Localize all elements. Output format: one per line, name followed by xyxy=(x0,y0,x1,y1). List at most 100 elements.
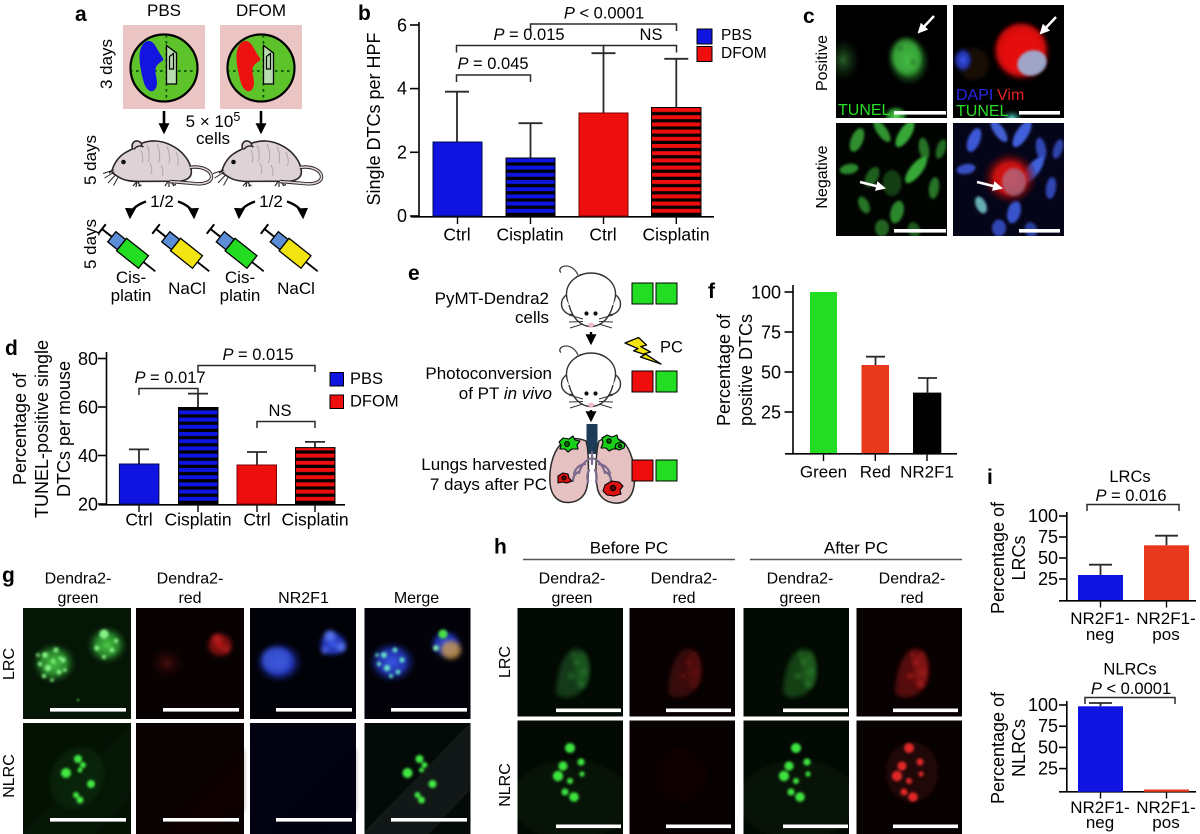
svg-text:neg: neg xyxy=(1086,625,1114,644)
svg-text:green: green xyxy=(780,590,821,607)
svg-text:NLRCs: NLRCs xyxy=(1103,661,1156,679)
svg-text:NR2F1-: NR2F1- xyxy=(1070,798,1130,817)
svg-text:75: 75 xyxy=(1038,716,1058,736)
svg-text:g: g xyxy=(2,564,15,587)
svg-text:2: 2 xyxy=(397,142,407,162)
svg-text:25: 25 xyxy=(1038,569,1058,589)
svg-text:20: 20 xyxy=(78,495,98,515)
svg-text:NaCl: NaCl xyxy=(168,279,206,298)
svg-text:NR2F1-: NR2F1- xyxy=(1136,798,1196,817)
svg-text:DTCs per mouse: DTCs per mouse xyxy=(54,361,74,497)
svg-text:Red: Red xyxy=(860,463,891,482)
svg-text:PC: PC xyxy=(660,339,683,357)
svg-text:Positive: Positive xyxy=(814,35,831,91)
svg-text:Green: Green xyxy=(800,463,847,482)
svg-text:LRCs: LRCs xyxy=(1009,535,1029,580)
svg-text:25: 25 xyxy=(1038,759,1058,779)
svg-text:NS: NS xyxy=(640,26,663,44)
svg-text:Percentage of: Percentage of xyxy=(10,372,30,485)
svg-text:DFOM: DFOM xyxy=(350,393,399,411)
svg-text:TUNEL-positive single: TUNEL-positive single xyxy=(32,340,52,518)
svg-text:h: h xyxy=(494,536,507,559)
svg-text:Cisplatin: Cisplatin xyxy=(496,225,563,245)
svg-text:f: f xyxy=(708,280,716,303)
svg-text:Ctrl: Ctrl xyxy=(443,225,470,245)
svg-text:green: green xyxy=(58,590,99,607)
svg-text:50: 50 xyxy=(761,363,781,383)
svg-text:100: 100 xyxy=(751,283,781,303)
svg-text:5 days: 5 days xyxy=(81,219,100,269)
svg-text:Cis-: Cis- xyxy=(116,268,146,287)
svg-text:4: 4 xyxy=(397,79,407,99)
svg-text:LRC: LRC xyxy=(1,648,18,680)
svg-text:a: a xyxy=(75,3,87,26)
svg-text:Dendra2-: Dendra2- xyxy=(651,571,718,588)
svg-text:red: red xyxy=(178,590,201,607)
svg-text:platin: platin xyxy=(220,286,261,305)
svg-text:Percentage of: Percentage of xyxy=(988,501,1008,614)
svg-text:NR2F1: NR2F1 xyxy=(278,590,329,607)
svg-text:Cisplatin: Cisplatin xyxy=(164,510,231,530)
svg-text:PyMT-Dendra2: PyMT-Dendra2 xyxy=(435,289,549,308)
svg-text:75: 75 xyxy=(761,323,781,343)
svg-text:P < 0.0001: P < 0.0001 xyxy=(564,5,644,23)
svg-text:TUNEL: TUNEL xyxy=(838,102,891,119)
svg-text:NR2F1: NR2F1 xyxy=(900,463,954,482)
svg-text:Before PC: Before PC xyxy=(590,539,668,558)
svg-text:pos: pos xyxy=(1152,813,1179,832)
svg-text:neg: neg xyxy=(1086,813,1114,832)
svg-text:red: red xyxy=(900,590,923,607)
svg-text:red: red xyxy=(672,590,695,607)
svg-text:P = 0.045: P = 0.045 xyxy=(457,55,528,73)
svg-text:1/2: 1/2 xyxy=(150,192,174,211)
svg-text:Dendra2-: Dendra2- xyxy=(157,571,224,588)
svg-text:Ctrl: Ctrl xyxy=(125,510,152,530)
svg-text:Ctrl: Ctrl xyxy=(243,510,270,530)
svg-text:P < 0.0001: P < 0.0001 xyxy=(1091,680,1171,698)
svg-text:After PC: After PC xyxy=(824,539,888,558)
svg-text:75: 75 xyxy=(1038,527,1058,547)
svg-text:PBS: PBS xyxy=(147,1,181,20)
svg-text:LRCs: LRCs xyxy=(1109,468,1150,486)
svg-text:P = 0.017: P = 0.017 xyxy=(134,369,205,387)
svg-text:Ctrl: Ctrl xyxy=(589,225,616,245)
svg-text:5 days: 5 days xyxy=(81,135,100,185)
svg-text:P = 0.016: P = 0.016 xyxy=(1095,487,1166,505)
svg-text:DFOM: DFOM xyxy=(236,1,286,20)
svg-text:NS: NS xyxy=(269,402,292,420)
svg-text:green: green xyxy=(552,590,593,607)
svg-text:50: 50 xyxy=(1038,548,1058,568)
svg-text:Negative: Negative xyxy=(814,145,831,208)
svg-text:NR2F1-: NR2F1- xyxy=(1070,609,1130,628)
svg-text:NLRCs: NLRCs xyxy=(1009,719,1029,777)
svg-text:NLRC: NLRC xyxy=(1,754,18,798)
svg-text:PBS: PBS xyxy=(350,370,383,388)
svg-text:LRC: LRC xyxy=(497,646,514,678)
svg-text:Photoconversion: Photoconversion xyxy=(425,364,552,383)
svg-text:100: 100 xyxy=(1028,695,1058,715)
svg-text:i: i xyxy=(987,466,993,489)
svg-text:DAPI: DAPI xyxy=(956,87,993,104)
svg-text:TUNEL: TUNEL xyxy=(956,103,1009,120)
svg-text:6: 6 xyxy=(397,16,407,36)
svg-text:P = 0.015: P = 0.015 xyxy=(493,26,564,44)
svg-text:Dendra2-: Dendra2- xyxy=(539,571,606,588)
svg-text:P = 0.015: P = 0.015 xyxy=(222,346,293,364)
svg-text:cells: cells xyxy=(196,129,230,148)
svg-text:NLRC: NLRC xyxy=(497,763,514,807)
svg-text:Merge: Merge xyxy=(394,590,439,607)
svg-text:DFOM: DFOM xyxy=(721,45,767,62)
svg-text:pos: pos xyxy=(1152,625,1179,644)
svg-text:3 days: 3 days xyxy=(97,39,116,89)
svg-text:Dendra2-: Dendra2- xyxy=(879,571,946,588)
svg-text:of PT in vivo: of PT in vivo xyxy=(459,384,552,403)
svg-text:Dendra2-: Dendra2- xyxy=(45,571,112,588)
svg-text:platin: platin xyxy=(111,286,152,305)
svg-text:0: 0 xyxy=(397,206,407,226)
svg-text:60: 60 xyxy=(78,398,98,418)
svg-text:40: 40 xyxy=(78,446,98,466)
svg-text:Vim: Vim xyxy=(997,87,1024,104)
svg-text:Single DTCs per HPF: Single DTCs per HPF xyxy=(364,32,384,205)
svg-text:positive DTCs: positive DTCs xyxy=(736,314,756,426)
svg-text:Percentage of: Percentage of xyxy=(988,691,1008,804)
